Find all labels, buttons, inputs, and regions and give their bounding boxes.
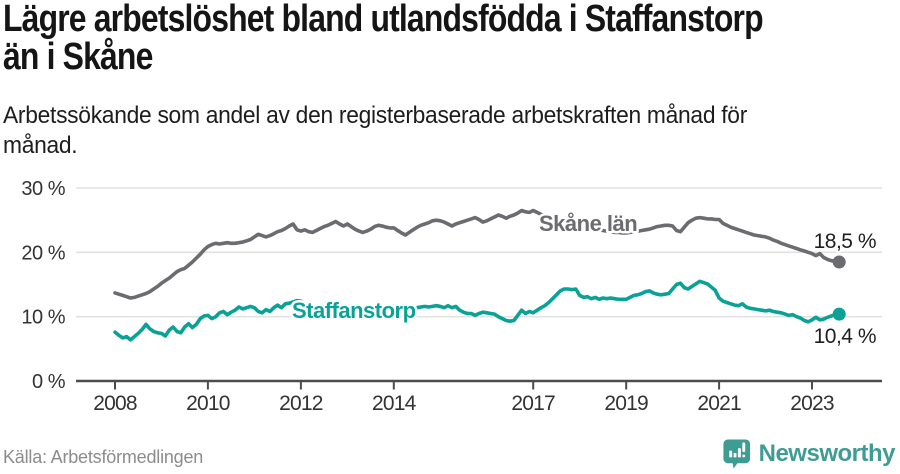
newsworthy-logo[interactable]: Newsworthy — [721, 438, 896, 469]
x-labels-group: 2008 2010 2012 2014 2017 2019 2021 2023 — [93, 392, 834, 415]
x-tick-label-2014: 2014 — [372, 392, 417, 415]
x-tick-label-2012: 2012 — [279, 392, 323, 415]
source-note: Källa: Arbetsförmedlingen — [3, 447, 204, 467]
end-label-skane: 18,5 % — [814, 230, 876, 253]
axis-group — [76, 379, 882, 390]
x-tick-label-2021: 2021 — [697, 392, 741, 415]
gridlines-group — [76, 187, 882, 318]
y-tick-label-0: 0 % — [32, 371, 66, 393]
newsworthy-wordmark: Newsworthy — [758, 439, 896, 467]
chart-subtitle: Arbetssökande som andel av den registerb… — [3, 102, 748, 159]
x-tick-label-2017: 2017 — [511, 392, 555, 415]
x-tick-label-2010: 2010 — [186, 392, 230, 415]
series-group — [113, 208, 846, 342]
series-end-dot-0 — [832, 255, 846, 269]
y-tick-label-20: 20 % — [21, 242, 65, 264]
series-line-1 — [113, 279, 842, 342]
y-tick-label-10: 10 % — [21, 307, 65, 329]
chart-title: Lägre arbetslöshet bland utlandsfödda i … — [3, 0, 764, 78]
end-label-staffanstorp: 10,4 % — [814, 325, 876, 348]
series-label-skane: Skåne län — [539, 211, 637, 236]
y-labels-group: 0 % 10 % 20 % 30 % — [21, 178, 66, 393]
series-line-0 — [113, 208, 842, 300]
series-label-staffanstorp: Staffanstorp — [292, 298, 416, 323]
newsworthy-bubble-chart-icon — [723, 439, 750, 469]
y-tick-label-30: 30 % — [21, 178, 65, 200]
x-tick-label-2008: 2008 — [93, 392, 137, 415]
labels-group: 0 % 10 % 20 % 30 % 2008 2010 2012 2014 2017 2019… — [21, 178, 878, 415]
ticks-group — [114, 381, 813, 390]
x-tick-label-2023: 2023 — [790, 392, 834, 415]
series-end-dot-1 — [832, 307, 846, 321]
x-tick-label-2019: 2019 — [604, 392, 648, 415]
